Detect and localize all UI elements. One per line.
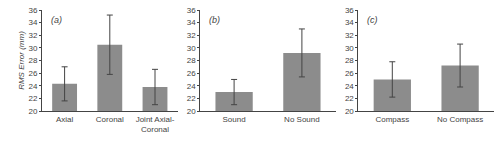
svg-text:22: 22 <box>28 94 37 103</box>
svg-text:36: 36 <box>28 6 37 15</box>
svg-text:30: 30 <box>187 44 196 53</box>
svg-text:(a): (a) <box>51 15 62 25</box>
svg-text:34: 34 <box>28 18 37 27</box>
svg-text:20: 20 <box>28 107 37 116</box>
svg-text:Coronal: Coronal <box>96 115 124 124</box>
svg-text:24: 24 <box>345 82 354 91</box>
svg-text:RMS Error (mm): RMS Error (mm) <box>17 31 26 90</box>
svg-text:22: 22 <box>187 94 196 103</box>
svg-text:20: 20 <box>187 107 196 116</box>
svg-text:22: 22 <box>345 94 354 103</box>
svg-text:30: 30 <box>345 44 354 53</box>
svg-text:26: 26 <box>28 69 37 78</box>
svg-text:34: 34 <box>345 18 354 27</box>
svg-text:32: 32 <box>187 31 196 40</box>
svg-text:28: 28 <box>28 56 37 65</box>
svg-text:20: 20 <box>345 107 354 116</box>
svg-text:28: 28 <box>345 56 354 65</box>
svg-text:26: 26 <box>187 69 196 78</box>
svg-text:34: 34 <box>187 18 196 27</box>
svg-text:32: 32 <box>345 31 354 40</box>
svg-text:32: 32 <box>28 31 37 40</box>
svg-text:26: 26 <box>345 69 354 78</box>
svg-text:Compass: Compass <box>375 115 409 124</box>
svg-text:(c): (c) <box>367 15 378 25</box>
svg-text:24: 24 <box>187 82 196 91</box>
svg-text:(b): (b) <box>209 15 220 25</box>
svg-text:28: 28 <box>187 56 196 65</box>
svg-text:No Sound: No Sound <box>284 115 320 124</box>
svg-text:36: 36 <box>345 6 354 15</box>
svg-text:No Compass: No Compass <box>437 115 483 124</box>
svg-text:36: 36 <box>187 6 196 15</box>
svg-text:30: 30 <box>28 44 37 53</box>
svg-text:Sound: Sound <box>223 115 246 124</box>
svg-text:Axial: Axial <box>56 115 74 124</box>
svg-text:24: 24 <box>28 82 37 91</box>
svg-text:Joint Axial-Coronal: Joint Axial-Coronal <box>136 115 175 134</box>
